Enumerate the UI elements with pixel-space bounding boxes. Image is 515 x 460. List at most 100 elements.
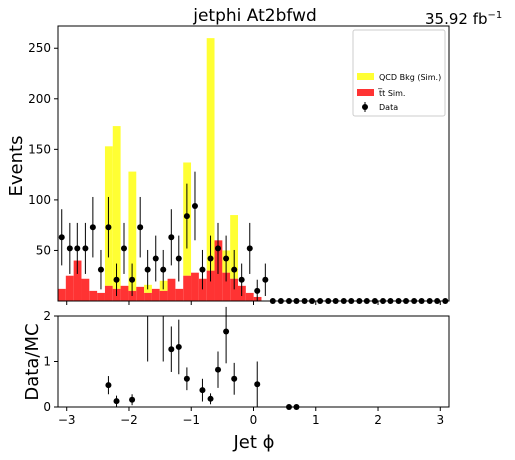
ttbar-bar	[159, 290, 168, 301]
ttbar-bar	[151, 288, 160, 301]
data-point	[152, 255, 159, 262]
qcd-bar	[128, 171, 137, 291]
chart-title: jetphi At2bfwd	[192, 6, 317, 26]
ratio-y-tick-label: 0	[43, 400, 51, 414]
data-point	[246, 245, 253, 252]
ratio-point	[223, 328, 230, 335]
x-tick-label: −1	[182, 413, 200, 427]
ratio-frame	[57, 315, 450, 408]
ratio-axes: 0 1 2 −3 −2 −1 0 1 2 3	[43, 309, 444, 427]
ttbar-bar	[167, 278, 176, 301]
legend-label: Data	[379, 103, 398, 112]
ttbar-bar	[175, 288, 184, 301]
stacked-histogram	[58, 38, 262, 301]
data-point	[113, 276, 120, 283]
data-point	[191, 202, 198, 209]
ratio-y-tick-label: 1	[43, 355, 51, 369]
main-panel: 50 100 150 200 250 Events	[6, 25, 450, 305]
luminosity-exponent: −1	[488, 10, 503, 21]
data-point	[137, 224, 144, 231]
data-point	[231, 266, 238, 273]
data-point	[160, 266, 167, 273]
legend-label: t̅t Sim.	[377, 88, 405, 98]
data-point	[168, 234, 175, 241]
ratio-point	[183, 375, 190, 382]
x-tick-label: −3	[58, 413, 76, 427]
ratio-point	[231, 375, 238, 382]
ttbar-bar	[183, 275, 192, 301]
ratio-points	[105, 306, 300, 410]
data-point	[199, 266, 206, 273]
ttbar-bar	[222, 272, 231, 301]
ratio-y-tick-label: 2	[43, 309, 51, 323]
main-y-tick-label: 250	[28, 41, 51, 55]
data-point	[120, 245, 127, 252]
x-tick-label: 2	[374, 413, 382, 427]
ttbar-bar	[73, 260, 82, 301]
ttbar-bar	[191, 272, 199, 301]
luminosity-value: 35.92 fb	[425, 10, 488, 28]
ttbar-bar	[58, 288, 66, 301]
data-point	[144, 266, 151, 273]
ratio-point	[129, 396, 136, 403]
data-point	[175, 255, 182, 262]
data-point	[58, 234, 65, 241]
ratio-point	[105, 382, 112, 389]
data-point	[105, 224, 112, 231]
ttbar-bar	[230, 278, 239, 301]
ttbar-bar	[65, 275, 74, 301]
x-tick-label: 0	[250, 413, 258, 427]
main-y-tick-label: 150	[28, 142, 51, 156]
data-point	[262, 276, 269, 283]
main-y-tick-label: 100	[28, 193, 51, 207]
ratio-point	[175, 343, 182, 350]
luminosity-label: 35.92 fb−1	[425, 10, 502, 28]
qcd-bar	[206, 38, 215, 271]
data-point	[82, 245, 89, 252]
main-y-tick-label: 200	[28, 92, 51, 106]
ratio-point	[113, 398, 120, 405]
data-point	[183, 213, 190, 220]
data-point	[238, 276, 245, 283]
legend-swatch	[357, 73, 374, 80]
data-point	[129, 276, 136, 283]
main-y-axis-label: Events	[6, 136, 27, 197]
ttbar-bar	[136, 286, 145, 301]
ratio-y-axis-label: Data/MC	[22, 323, 43, 400]
qcd-bar	[112, 126, 121, 289]
ttbar-bar	[206, 270, 215, 301]
x-tick-label: −2	[120, 413, 138, 427]
ratio-point	[254, 381, 261, 388]
ttbar-bar	[198, 278, 207, 301]
ratio-point	[215, 366, 222, 373]
data-point	[223, 255, 230, 262]
legend-marker	[362, 104, 368, 110]
x-tick-label: 3	[436, 413, 444, 427]
legend-frame	[352, 29, 446, 117]
legend-swatch	[357, 89, 374, 96]
data-point	[254, 287, 261, 294]
ttbar-bar	[245, 292, 254, 301]
ttbar-bar	[104, 285, 113, 301]
ttbar-bar	[120, 285, 129, 301]
data-points	[58, 171, 449, 304]
x-tick-label: 1	[312, 413, 320, 427]
qcd-bar	[230, 215, 239, 279]
data-point	[215, 245, 222, 252]
ratio-point	[199, 387, 206, 394]
main-y-tick-label: 50	[36, 243, 51, 257]
ttbar-bar	[144, 292, 152, 301]
ttbar-bar	[81, 278, 90, 301]
data-point	[207, 255, 214, 262]
x-axis-label: Jet ϕ	[232, 432, 274, 453]
ratio-panel: 0 1 2 −3 −2 −1 0 1 2 3 Data/MC	[22, 306, 450, 427]
legend-label: QCD Bkg (Sim.)	[379, 73, 441, 82]
data-point	[89, 224, 96, 231]
ratio-point	[168, 346, 175, 353]
data-point	[74, 245, 81, 252]
data-point	[97, 266, 104, 273]
ttbar-bar	[89, 290, 98, 301]
main-axes: 50 100 150 200 250	[28, 41, 441, 305]
data-point	[66, 245, 73, 252]
